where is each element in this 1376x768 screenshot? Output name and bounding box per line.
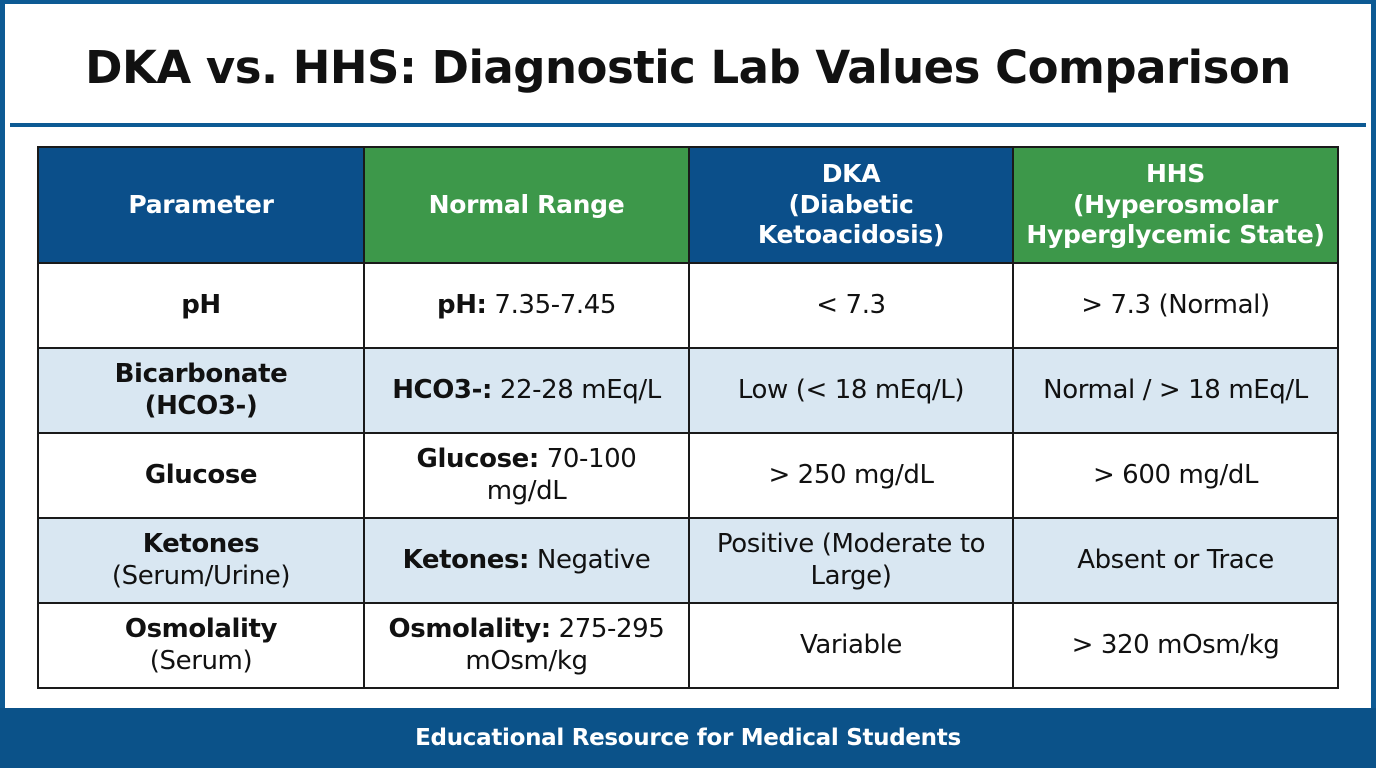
header-label: DKA	[821, 159, 881, 189]
lab-values-table: Parameter Normal Range DKA (Diabetic Ket…	[37, 146, 1339, 689]
parameter-name: pH	[181, 289, 221, 320]
cell-parameter: Ketones (Serum/Urine)	[37, 517, 365, 604]
parameter-name: Ketones	[142, 528, 260, 559]
cell-dka: Positive (Moderate to Large)	[688, 517, 1014, 604]
parameter-subtext: (Serum)	[149, 645, 253, 676]
cell-dka: > 250 mg/dL	[688, 432, 1014, 519]
page-title: DKA vs. HHS: Diagnostic Lab Values Compa…	[85, 41, 1291, 94]
normal-label: HCO3-:	[392, 374, 493, 405]
parameter-name: Glucose	[144, 459, 258, 490]
table-row-osmolality: Osmolality (Serum) Osmolality: 275-295 m…	[37, 602, 1339, 689]
cell-parameter: pH	[37, 262, 365, 349]
table-row-ketones: Ketones (Serum/Urine) Ketones: Negative …	[37, 517, 1339, 604]
cell-normal-range: Glucose: 70-100 mg/dL	[363, 432, 690, 519]
parameter-name: Osmolality	[124, 613, 278, 644]
header-label: Parameter	[128, 189, 274, 219]
header-label: Normal Range	[428, 189, 625, 219]
normal-value: 70-100 mg/dL	[486, 443, 637, 506]
normal-label: Glucose:	[416, 443, 540, 474]
header-sublabel: (Hyperosmolar	[1073, 189, 1278, 219]
header-normal-range: Normal Range	[363, 146, 690, 264]
header-sublabel: Hyperglycemic State)	[1026, 220, 1325, 250]
cell-dka: Variable	[688, 602, 1014, 689]
header-sublabel: Ketoacidosis)	[757, 220, 945, 250]
cell-parameter: Glucose	[37, 432, 365, 519]
table-row-glucose: Glucose Glucose: 70-100 mg/dL > 250 mg/d…	[37, 432, 1339, 519]
cell-normal-range: Ketones: Negative	[363, 517, 690, 604]
normal-value: 275-295 mOsm/kg	[465, 613, 665, 676]
cell-hhs: > 7.3 (Normal)	[1012, 262, 1339, 349]
header-sublabel: (Diabetic	[788, 189, 914, 219]
cell-dka: Low (< 18 mEq/L)	[688, 347, 1014, 434]
cell-hhs: Absent or Trace	[1012, 517, 1339, 604]
header-label: HHS	[1146, 159, 1205, 189]
cell-parameter: Bicarbonate (HCO3-)	[37, 347, 365, 434]
cell-normal-range: HCO3-: 22-28 mEq/L	[363, 347, 690, 434]
cell-parameter: Osmolality (Serum)	[37, 602, 365, 689]
cell-hhs: > 320 mOsm/kg	[1012, 602, 1339, 689]
normal-label: Osmolality:	[388, 613, 552, 644]
normal-label: pH:	[436, 289, 487, 320]
footer-text: Educational Resource for Medical Student…	[415, 725, 961, 751]
parameter-name: Bicarbonate (HCO3-)	[114, 358, 288, 421]
normal-label: Ketones:	[402, 544, 530, 575]
table-row-ph: pH pH: 7.35-7.45 < 7.3 > 7.3 (Normal)	[37, 262, 1339, 349]
cell-dka: < 7.3	[688, 262, 1014, 349]
table-header-row: Parameter Normal Range DKA (Diabetic Ket…	[37, 146, 1339, 264]
header-parameter: Parameter	[37, 146, 365, 264]
cell-normal-range: Osmolality: 275-295 mOsm/kg	[363, 602, 690, 689]
parameter-subtext: (Serum/Urine)	[111, 560, 291, 591]
normal-value: 22-28 mEq/L	[492, 374, 661, 405]
header-hhs: HHS (Hyperosmolar Hyperglycemic State)	[1012, 146, 1339, 264]
table-row-bicarbonate: Bicarbonate (HCO3-) HCO3-: 22-28 mEq/L L…	[37, 347, 1339, 434]
cell-hhs: Normal / > 18 mEq/L	[1012, 347, 1339, 434]
normal-value: 7.35-7.45	[486, 289, 616, 320]
title-band: DKA vs. HHS: Diagnostic Lab Values Compa…	[10, 8, 1366, 127]
normal-value: Negative	[529, 544, 651, 575]
cell-normal-range: pH: 7.35-7.45	[363, 262, 690, 349]
cell-hhs: > 600 mg/dL	[1012, 432, 1339, 519]
footer-banner: Educational Resource for Medical Student…	[0, 708, 1376, 768]
header-dka: DKA (Diabetic Ketoacidosis)	[688, 146, 1014, 264]
